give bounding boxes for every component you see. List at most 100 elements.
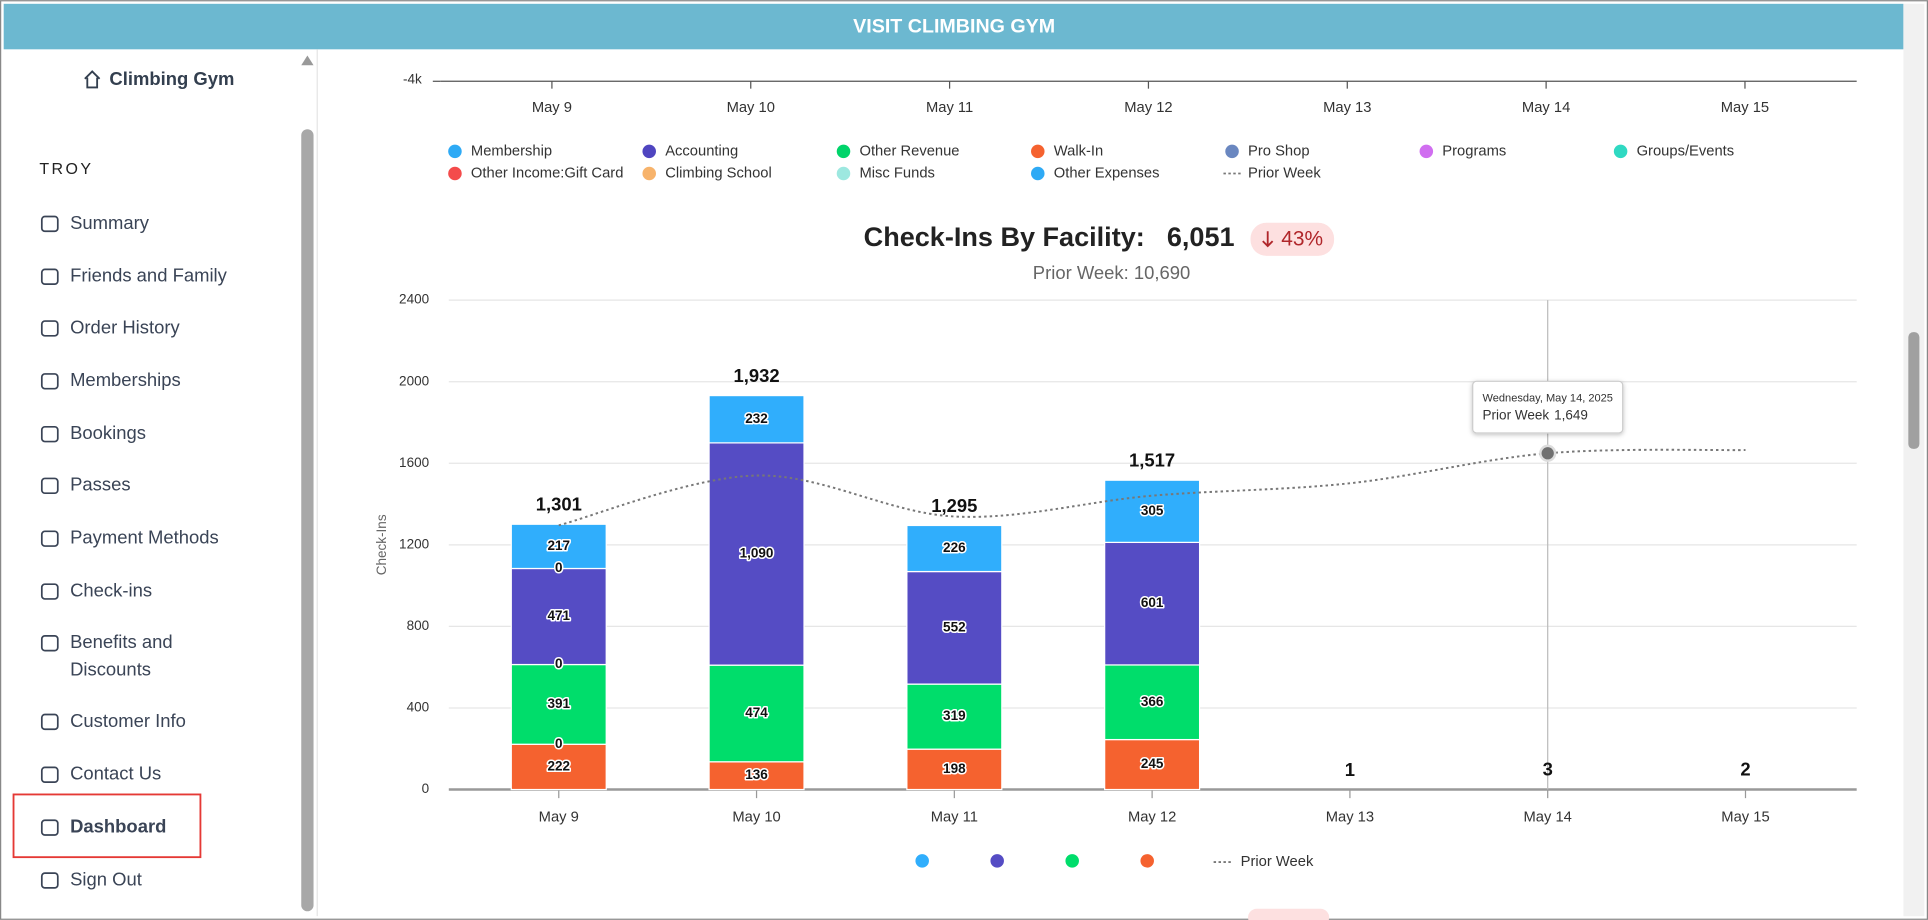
total-label: 1,932 [733, 365, 779, 386]
down-arrow [1262, 231, 1274, 248]
nav-item[interactable]: Bookings [70, 422, 146, 443]
legend-label[interactable]: Climbing School [665, 165, 772, 181]
gym-name[interactable]: Climbing Gym [109, 68, 234, 89]
x-tick-label: May 11 [931, 810, 978, 826]
legend-swatch[interactable] [1065, 854, 1079, 868]
legend-swatch [1031, 166, 1045, 181]
hover-marker [1539, 444, 1557, 462]
bar-segment [906, 570, 1003, 685]
nav-icon [40, 583, 59, 600]
bar-segment [1104, 541, 1201, 666]
banner-text[interactable]: VISIT CLIMBING GYM [853, 15, 1055, 37]
x-tick-label: May 14 [1524, 810, 1572, 826]
legend-swatch [1613, 144, 1628, 159]
data-label: 601 [1141, 595, 1164, 610]
legend-label[interactable]: Other Expenses [1054, 165, 1160, 181]
legend-swatch[interactable] [915, 854, 929, 868]
total-label: 3 [1543, 758, 1553, 779]
data-label: 0 [555, 736, 563, 751]
y-tick-label: 1600 [399, 455, 429, 470]
nav-icon [40, 634, 59, 652]
nav-item[interactable]: Passes [70, 474, 130, 495]
section-label: TROY [39, 161, 93, 178]
bar-segment [1104, 664, 1201, 741]
total-label: 1,295 [931, 495, 977, 516]
bar-segment [1104, 738, 1201, 791]
banner[interactable] [3, 3, 1904, 50]
x-tick-label: May 15 [1721, 810, 1769, 826]
tooltip-title: Wednesday, May 14, 2025 [1483, 392, 1613, 404]
change-value: 43% [1281, 227, 1323, 250]
bar-segment [510, 743, 607, 791]
bar-segment [510, 663, 607, 745]
total-label: 1 [1345, 759, 1355, 780]
nav-item[interactable]: Sign Out [70, 868, 142, 889]
legend-label[interactable]: Groups/Events [1637, 143, 1735, 159]
bar-segment [708, 761, 805, 791]
bar-segment [708, 394, 805, 444]
legend-label[interactable]: Misc Funds [859, 165, 934, 181]
legend-swatch [1419, 144, 1434, 159]
legend-label[interactable]: Walk-In [1054, 143, 1103, 159]
legend-label[interactable]: Prior Week [1241, 854, 1314, 870]
nav-item[interactable]: Customer Info [70, 710, 186, 731]
data-label: 305 [1141, 503, 1164, 518]
sidebar-scroll-up[interactable] [301, 55, 314, 66]
nav-icon [40, 713, 59, 731]
legend-label[interactable]: Other Revenue [859, 143, 959, 159]
y-tick-label: -4k [403, 72, 422, 87]
nav-item[interactable]: Dashboard [70, 816, 166, 837]
bar-segment [906, 748, 1003, 791]
nav-icon [40, 215, 59, 233]
data-label: 471 [547, 608, 570, 623]
tooltip [1472, 380, 1624, 434]
data-label: 245 [1141, 756, 1164, 771]
x-tick-label: May 13 [1323, 100, 1371, 116]
total-label: 1,301 [536, 494, 582, 515]
x-tick-label: May 10 [727, 100, 775, 116]
data-label: 1,090 [740, 546, 774, 561]
legend-label[interactable]: Programs [1442, 143, 1506, 159]
legend-swatch[interactable] [1140, 854, 1154, 868]
nav-item[interactable]: Benefits and Discounts [70, 631, 178, 679]
nav-icon [40, 766, 59, 784]
data-label: 217 [547, 538, 570, 553]
legend-swatch[interactable] [990, 854, 1004, 868]
nav-icon [40, 425, 59, 443]
legend-label[interactable]: Pro Shop [1248, 143, 1310, 159]
page-scrollbar[interactable] [1903, 3, 1925, 917]
legend-label[interactable]: Prior Week [1248, 165, 1321, 181]
legend-label[interactable]: Other Income:Gift Card [471, 165, 623, 181]
y-tick-label: 1200 [399, 536, 429, 551]
nav-icon [40, 530, 59, 547]
nav-item[interactable]: Contact Us [70, 763, 161, 784]
nav-item[interactable]: Check-ins [70, 579, 152, 600]
data-label: 552 [943, 619, 966, 634]
legend-swatch [836, 144, 851, 159]
sidebar-scrollbar-thumb[interactable] [301, 129, 314, 912]
nav-item[interactable]: Order History [70, 316, 180, 337]
legend-swatch [642, 144, 656, 159]
page-scrollbar-thumb[interactable] [1908, 332, 1920, 449]
legend-label[interactable]: Membership [471, 143, 552, 159]
chart-subtitle: Prior Week: 10,690 [1033, 262, 1190, 283]
bar-segment [1104, 479, 1201, 544]
nav-item[interactable]: Memberships [70, 369, 181, 390]
nav-item[interactable]: Summary [70, 212, 150, 233]
nav-item[interactable]: Friends and Family [70, 265, 228, 286]
nav-item[interactable]: Payment Methods [70, 527, 219, 548]
data-label: 198 [943, 761, 966, 776]
bar-segment [510, 523, 607, 570]
tooltip-series: Prior Week [1483, 407, 1550, 422]
x-tick-label: May 13 [1326, 810, 1374, 826]
x-tick-label: May 15 [1721, 100, 1769, 116]
legend-label[interactable]: Accounting [665, 143, 738, 159]
tooltip-value: 1,649 [1554, 407, 1588, 422]
x-tick-label: May 9 [532, 100, 572, 116]
data-label: 222 [547, 758, 570, 773]
y-tick-label: 2400 [399, 292, 429, 307]
bar-segment [510, 567, 607, 666]
change-badge [1250, 222, 1335, 256]
